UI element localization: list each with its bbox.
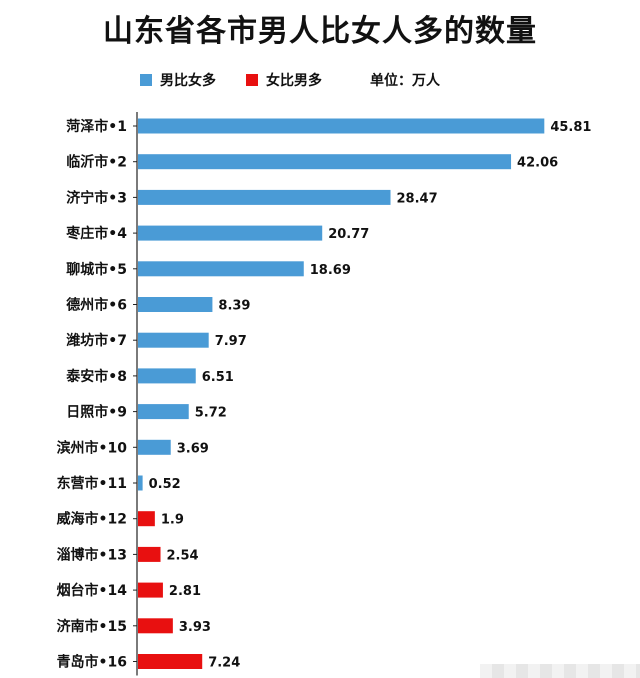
value-label: 20.77 xyxy=(328,227,369,242)
value-label: 2.81 xyxy=(169,584,201,599)
category-label: 菏泽市•1 xyxy=(66,118,127,135)
bar xyxy=(138,368,196,384)
bar xyxy=(138,511,155,527)
category-label: 东营市•11 xyxy=(57,475,127,492)
value-label: 2.54 xyxy=(167,548,199,563)
bar xyxy=(138,582,163,598)
bar xyxy=(138,189,391,205)
value-label: 6.51 xyxy=(202,370,234,385)
unit-label: 单位：万人 xyxy=(370,73,440,89)
legend-label-male-more: 男比女多 xyxy=(160,73,216,89)
category-label: 潍坊市•7 xyxy=(66,332,127,349)
legend-swatch-male-more xyxy=(140,74,152,86)
legend-item-male-more: 男比女多 xyxy=(140,70,216,90)
category-label: 日照市•9 xyxy=(66,404,127,421)
chart-legend: 男比女多 女比男多 单位：万人 xyxy=(140,70,440,90)
legend-item-female-more: 女比男多 xyxy=(246,70,322,90)
value-label: 28.47 xyxy=(397,191,438,206)
bar xyxy=(138,439,171,455)
category-label: 枣庄市•4 xyxy=(65,225,127,242)
category-label: 济宁市•3 xyxy=(66,189,127,206)
value-label: 3.93 xyxy=(179,620,211,635)
chart-title: 山东省各市男人比女人多的数量 xyxy=(103,14,537,49)
bar xyxy=(138,618,173,634)
footer-watermark-strip xyxy=(480,664,640,678)
value-label: 7.24 xyxy=(208,656,240,671)
value-label: 18.69 xyxy=(310,263,351,278)
value-label: 3.69 xyxy=(177,441,209,456)
category-label: 济南市•15 xyxy=(57,618,127,635)
bar xyxy=(138,654,203,669)
category-label: 青岛市•16 xyxy=(57,654,127,671)
category-label: 淄博市•13 xyxy=(57,546,127,563)
value-label: 8.39 xyxy=(218,299,250,314)
value-label: 7.97 xyxy=(215,334,247,349)
bar xyxy=(138,332,209,348)
value-label: 42.06 xyxy=(517,156,558,171)
value-label: 5.72 xyxy=(195,406,227,421)
legend-label-female-more: 女比男多 xyxy=(266,73,322,89)
legend-swatch-female-more xyxy=(246,74,258,86)
value-label: 0.52 xyxy=(149,477,181,492)
category-label: 滨州市•10 xyxy=(57,439,128,456)
bar xyxy=(138,225,323,241)
category-label: 烟台市•14 xyxy=(57,582,128,599)
bar xyxy=(138,546,161,562)
category-label: 聊城市•5 xyxy=(66,261,127,278)
category-label: 威海市•12 xyxy=(57,511,127,528)
bar xyxy=(138,154,512,170)
bar xyxy=(138,297,213,312)
category-label: 德州市•6 xyxy=(66,297,127,314)
bar xyxy=(138,261,304,277)
bar xyxy=(138,404,189,420)
bar xyxy=(138,118,545,134)
bar xyxy=(138,475,143,491)
category-label: 临沂市•2 xyxy=(66,154,127,171)
category-label: 泰安市•8 xyxy=(65,368,127,385)
value-label: 1.9 xyxy=(161,513,184,528)
value-label: 45.81 xyxy=(550,120,591,135)
